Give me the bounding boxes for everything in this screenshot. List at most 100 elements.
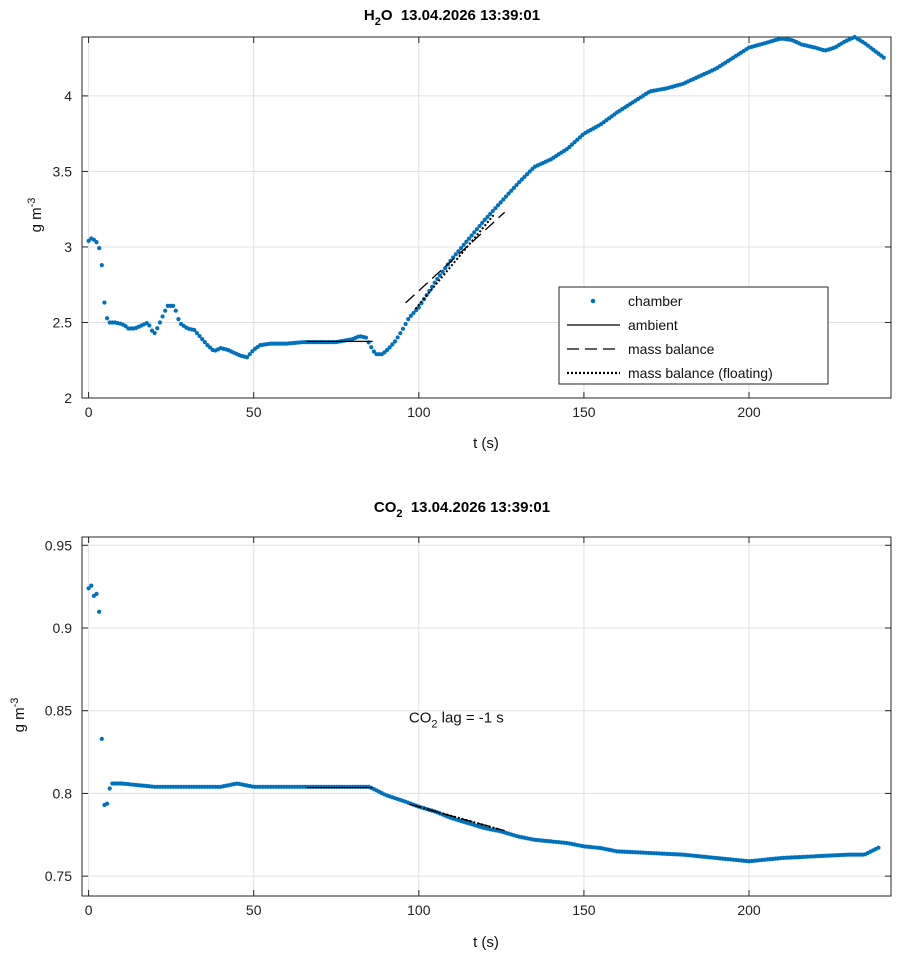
- h2o-chamber-point: [572, 140, 577, 145]
- h2o-chamber-point: [493, 206, 498, 211]
- h2o-ytick-label: 4: [64, 88, 72, 104]
- h2o-xtick-label: 50: [246, 404, 262, 420]
- co2-chamber-point: [94, 591, 99, 597]
- h2o-chamber-point: [485, 214, 490, 219]
- co2-ytick-label: 0.75: [45, 868, 72, 884]
- legend-box: [558, 286, 829, 385]
- h2o-chamber-point: [456, 249, 461, 254]
- h2o-chamber-point: [490, 208, 495, 214]
- h2o-chamber-point: [155, 326, 160, 331]
- h2o-xtick-label: 0: [85, 404, 93, 420]
- legend-entry-label: ambient: [628, 317, 678, 333]
- h2o-chamber-point: [488, 211, 493, 217]
- h2o-chamber-point: [94, 240, 99, 245]
- h2o-chamber-point: [99, 262, 104, 268]
- h2o-chamber-point: [105, 316, 110, 321]
- co2-xtick-label: 150: [572, 902, 596, 918]
- h2o-chamber-point: [163, 308, 168, 313]
- h2o-chamber-point: [416, 305, 421, 310]
- h2o-ytick-label: 2: [64, 390, 72, 406]
- h2o-chamber-point: [509, 188, 514, 193]
- co2-plot-background: [82, 537, 891, 896]
- h2o-chamber-point: [102, 300, 107, 305]
- h2o-plot-area: 0 50 100 150 200 2 2.5 3 3.5 4 chamber ambient mass …: [53, 34, 892, 420]
- h2o-mass-balance-floating-line: [414, 213, 496, 310]
- h2o-ylabel: g m-3: [26, 198, 45, 233]
- h2o-mass-balance-line: [405, 211, 506, 304]
- co2-xtick-label: 50: [246, 902, 262, 918]
- co2-xtick-label: 100: [407, 902, 431, 918]
- co2-ytick-label: 0.8: [53, 785, 73, 801]
- h2o-chamber-point: [200, 336, 205, 342]
- h2o-chamber-point: [387, 345, 392, 350]
- co2-ytick-label: 0.9: [53, 620, 73, 636]
- h2o-chamber-point: [527, 169, 532, 174]
- co2-chamber-point: [105, 801, 110, 806]
- h2o-chamber-point: [245, 355, 250, 360]
- h2o-chamber-point: [461, 242, 466, 247]
- co2-mass-balance-line: [408, 803, 505, 832]
- co2-plot-area: 0 50 100 150 200 0.75 0.8 0.85 0.9 0.95: [45, 536, 892, 918]
- co2-xtick-label: 0: [85, 902, 93, 918]
- h2o-chamber-point: [472, 230, 477, 235]
- h2o-chamber-point: [197, 333, 202, 339]
- h2o-xlabel: t (s): [473, 435, 499, 452]
- legend-marker: [590, 298, 596, 304]
- h2o-chamber-point: [525, 172, 530, 177]
- h2o-chamber-point: [482, 217, 487, 222]
- h2o-chamber-point: [411, 310, 416, 316]
- co2-xtick-label: 200: [737, 902, 761, 918]
- h2o-chamber-point: [408, 313, 413, 318]
- h2o-chamber-point: [506, 191, 511, 196]
- h2o-chamber-point: [173, 308, 178, 313]
- legend-entry-label: mass balance: [628, 341, 715, 357]
- h2o-chamber-point: [157, 320, 163, 325]
- h2o-ytick-label: 3: [64, 239, 72, 255]
- h2o-chamber-point: [395, 335, 400, 340]
- h2o-chamber-point: [403, 321, 408, 327]
- h2o-chamber-point: [474, 227, 480, 232]
- co2-chamber-point: [107, 786, 112, 791]
- h2o-chamber-point: [498, 200, 503, 205]
- h2o-chamber-point: [176, 317, 181, 322]
- h2o-chamber-point: [406, 317, 411, 322]
- h2o-chamber-point: [400, 326, 406, 331]
- h2o-chamber-point: [97, 246, 102, 251]
- h2o-chamber-point: [440, 269, 445, 274]
- h2o-chamber-point: [147, 323, 152, 328]
- h2o-chamber-point: [194, 330, 200, 336]
- h2o-chamber-point: [160, 314, 165, 319]
- h2o-chamber-point: [192, 327, 197, 333]
- h2o-chamber-point: [398, 331, 403, 336]
- h2o-chamber-point: [437, 273, 443, 278]
- h2o-ytick-label: 2.5: [53, 314, 73, 330]
- h2o-chamber-point: [522, 174, 527, 179]
- co2-chamber-point: [89, 583, 94, 588]
- co2-axes-box: [81, 536, 892, 897]
- h2o-chamber-point: [517, 180, 522, 185]
- co2-panel: CO2 13.04.2026 13:39:01 t (s) g m-3: [9, 499, 550, 951]
- co2-ylabel: g m-3: [9, 698, 28, 733]
- h2o-chamber-point: [390, 342, 395, 347]
- h2o-chamber-point: [519, 177, 524, 182]
- h2o-chamber-point: [881, 55, 886, 60]
- h2o-axes-box: [81, 36, 892, 399]
- h2o-chamber-point: [392, 339, 398, 344]
- co2-chamber-point: [876, 845, 881, 850]
- h2o-chamber-point: [511, 185, 517, 190]
- h2o-xtick-label: 200: [737, 404, 761, 420]
- h2o-xtick-label: 150: [572, 404, 596, 420]
- co2-ytick-label: 0.85: [45, 703, 72, 719]
- h2o-chamber-point: [501, 197, 506, 202]
- h2o-chamber-point: [514, 182, 519, 188]
- h2o-chamber-point: [152, 330, 157, 336]
- h2o-chamber-point: [503, 194, 509, 199]
- h2o-chamber-point: [371, 349, 376, 354]
- co2-ytick-label: 0.95: [45, 537, 72, 553]
- co2-lag-annotation: CO2 lag = -1 s: [409, 709, 504, 730]
- h2o-panel: H2O 13.04.2026 13:39:01 t (s) g m-3: [26, 7, 540, 452]
- co2-xlabel: t (s): [473, 934, 499, 951]
- h2o-chamber-point: [469, 233, 474, 238]
- co2-chamber-point: [97, 609, 102, 614]
